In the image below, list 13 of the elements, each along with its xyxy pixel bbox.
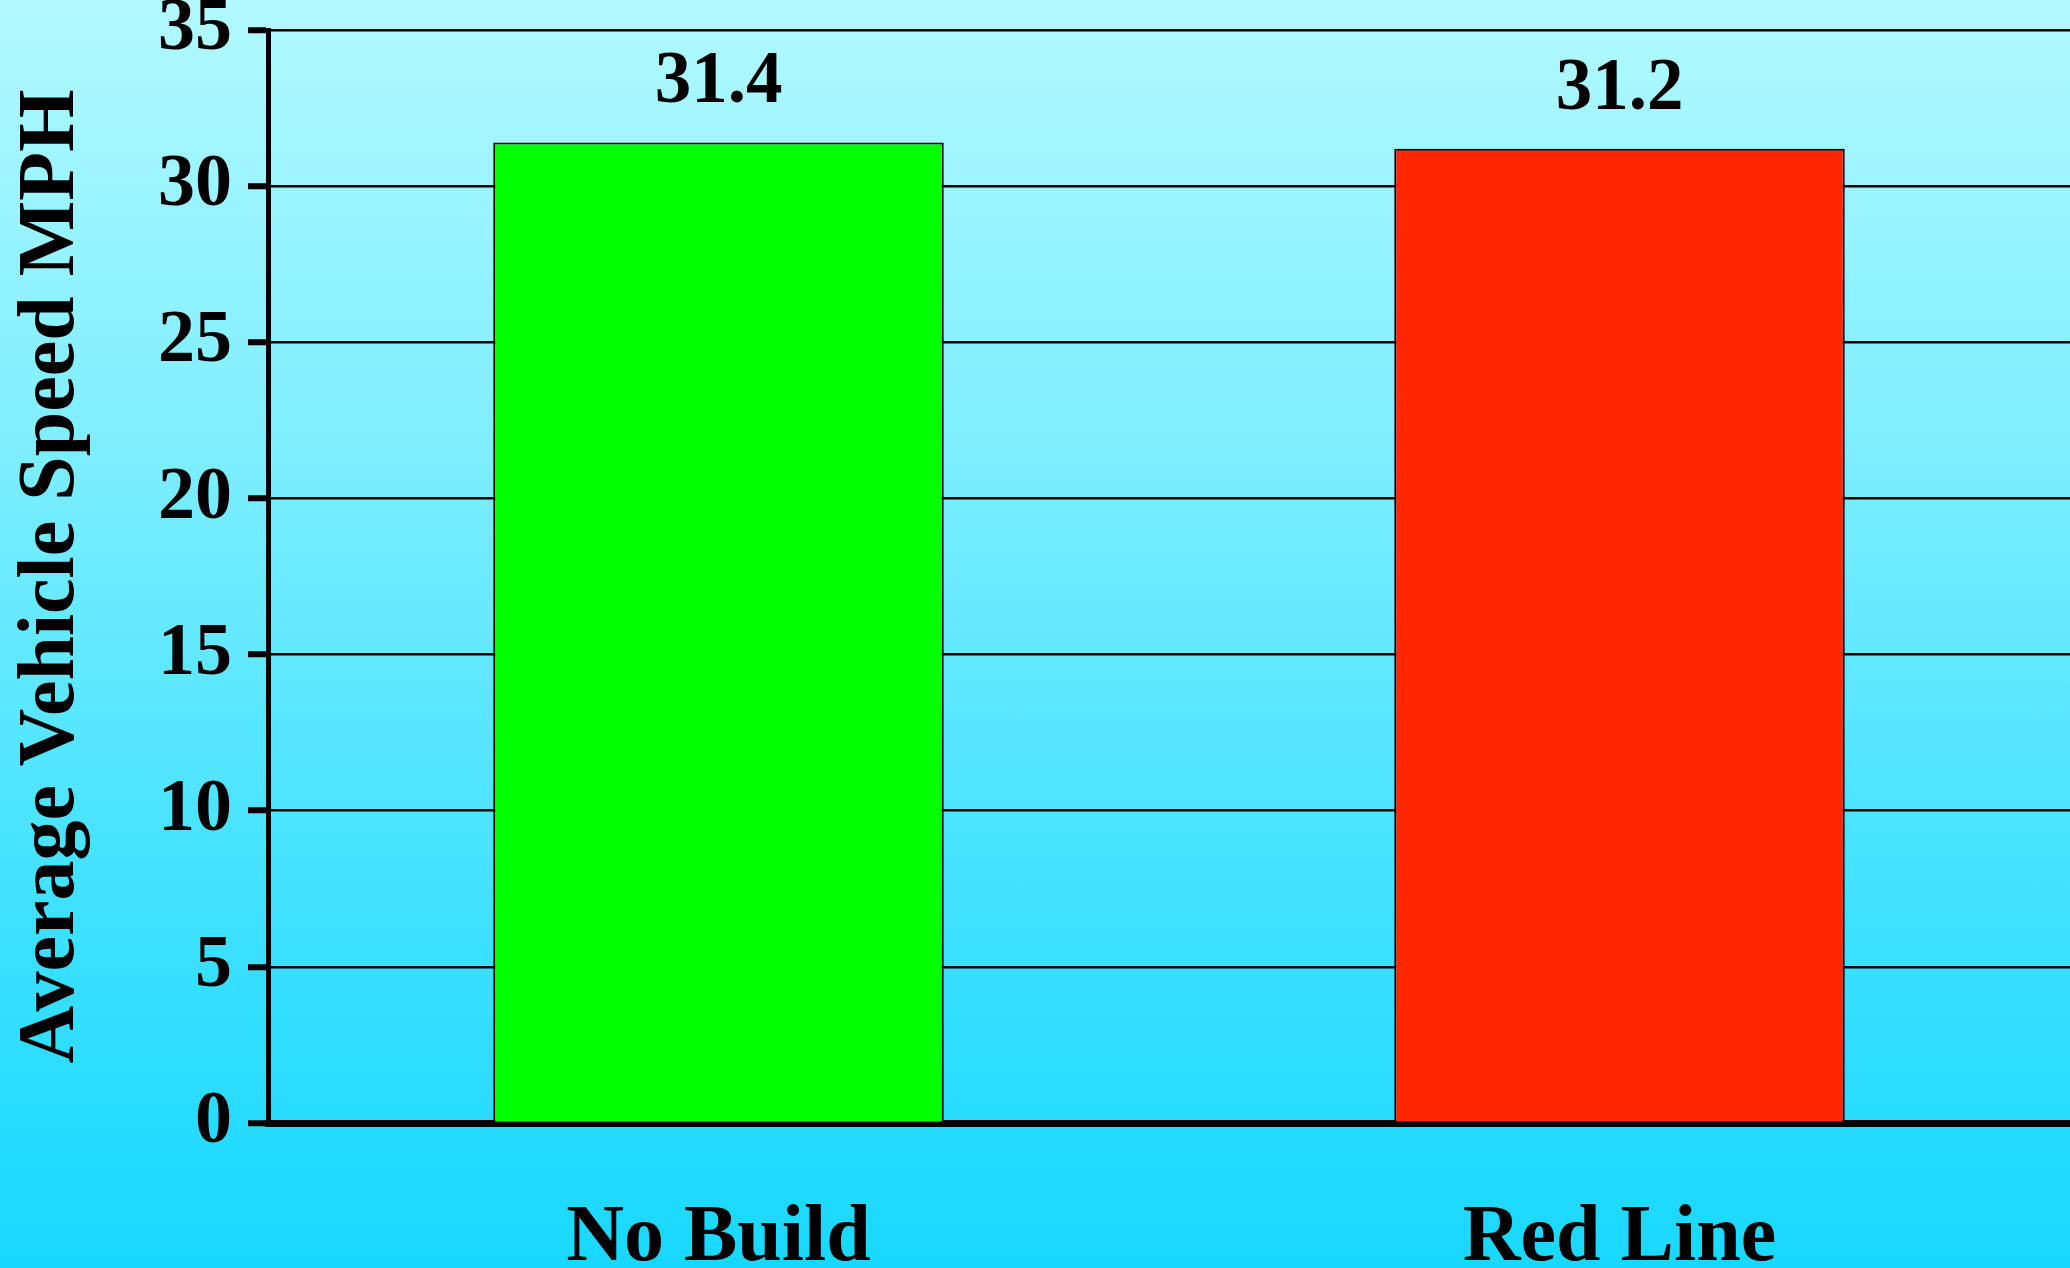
x-tick-label: Red Line <box>1462 1188 1777 1268</box>
y-tick-label: 5 <box>195 919 232 1002</box>
y-axis-title: Average Vehicle Speed MPH <box>1 89 90 1064</box>
data-label: 31.2 <box>1555 43 1684 125</box>
y-tick-label: 30 <box>158 139 232 222</box>
y-tick-label: 25 <box>158 295 232 378</box>
y-tick-label: 35 <box>158 0 232 66</box>
y-tick-label: 0 <box>195 1076 232 1159</box>
y-tick-label: 15 <box>158 607 232 690</box>
y-tick-label: 10 <box>158 763 232 846</box>
data-label: 31.4 <box>654 37 783 119</box>
x-tick-label: No Build <box>566 1188 871 1268</box>
y-tick-label: 20 <box>158 451 232 534</box>
